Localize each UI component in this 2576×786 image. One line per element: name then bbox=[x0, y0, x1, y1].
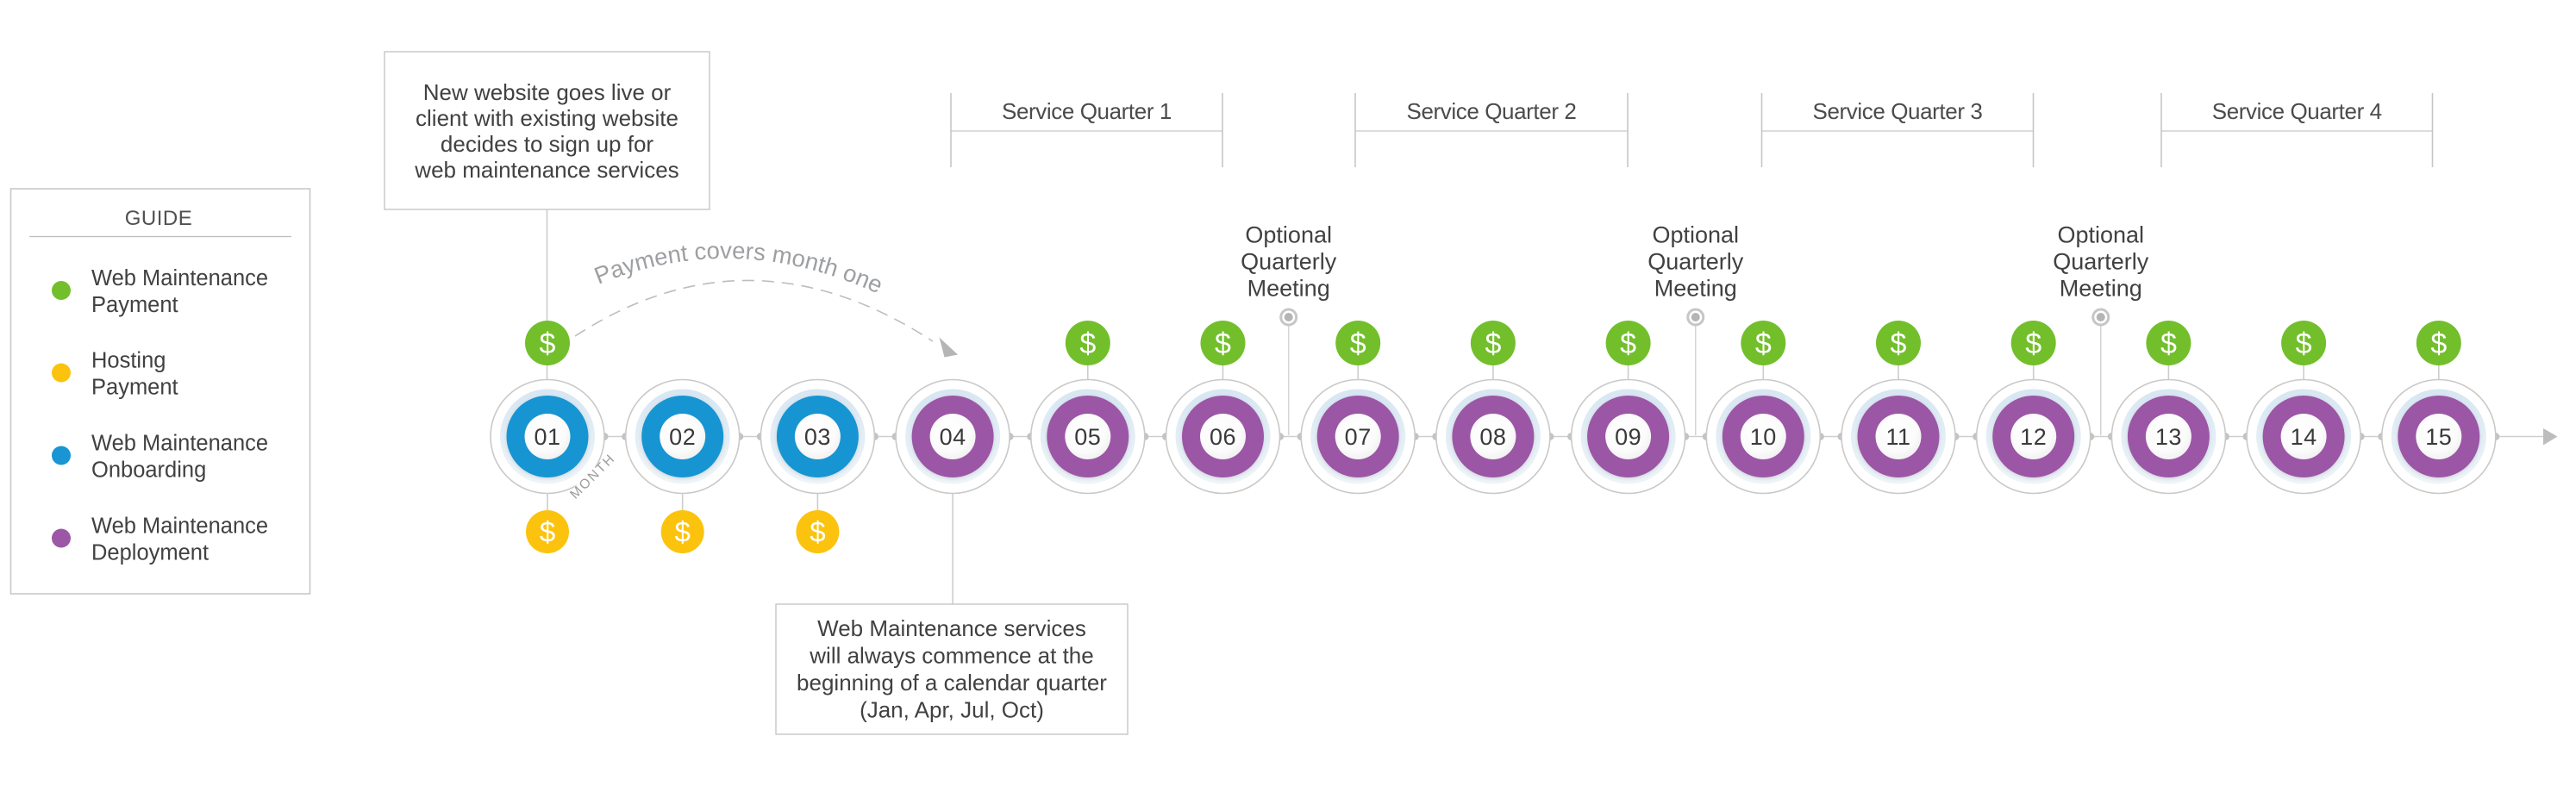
svg-text:Hosting: Hosting bbox=[91, 349, 166, 373]
svg-text:$: $ bbox=[1891, 328, 1907, 360]
svg-text:client with existing website: client with existing website bbox=[416, 105, 678, 131]
svg-text:$: $ bbox=[1755, 328, 1772, 360]
svg-text:$: $ bbox=[1079, 328, 1096, 360]
svg-text:11: 11 bbox=[1885, 424, 1910, 450]
svg-text:beginning of a calendar quarte: beginning of a calendar quarter bbox=[797, 670, 1107, 696]
svg-text:$: $ bbox=[540, 516, 555, 548]
svg-text:decides to sign up for: decides to sign up for bbox=[441, 131, 653, 157]
svg-text:Web Maintenance services: Web Maintenance services bbox=[817, 615, 1086, 641]
svg-text:Web Maintenance: Web Maintenance bbox=[91, 515, 268, 539]
svg-text:Quarterly: Quarterly bbox=[1241, 249, 1337, 275]
svg-text:$: $ bbox=[675, 516, 691, 548]
svg-text:Optional: Optional bbox=[2057, 222, 2144, 248]
svg-text:04: 04 bbox=[940, 424, 966, 450]
svg-text:Meeting: Meeting bbox=[1654, 276, 1737, 302]
svg-text:Quarterly: Quarterly bbox=[2053, 249, 2149, 275]
svg-text:Payment: Payment bbox=[91, 376, 178, 400]
svg-text:Optional: Optional bbox=[1652, 222, 1739, 248]
svg-text:08: 08 bbox=[1479, 424, 1506, 450]
svg-text:09: 09 bbox=[1615, 424, 1641, 450]
svg-text:12: 12 bbox=[2020, 424, 2047, 450]
svg-text:Service Quarter 2: Service Quarter 2 bbox=[1407, 98, 1577, 124]
svg-text:Quarterly: Quarterly bbox=[1648, 249, 1744, 275]
svg-text:GUIDE: GUIDE bbox=[125, 207, 193, 230]
svg-text:Payment: Payment bbox=[91, 293, 178, 317]
svg-text:Service Quarter 1: Service Quarter 1 bbox=[1002, 98, 1172, 124]
svg-text:$: $ bbox=[1485, 328, 1501, 360]
svg-text:05: 05 bbox=[1074, 424, 1101, 450]
svg-text:Deployment: Deployment bbox=[91, 541, 209, 565]
svg-text:web maintenance services: web maintenance services bbox=[414, 157, 678, 183]
svg-text:$: $ bbox=[1215, 328, 1231, 360]
svg-text:will always commence at the: will always commence at the bbox=[809, 643, 1093, 669]
svg-text:02: 02 bbox=[669, 424, 696, 450]
svg-text:$: $ bbox=[1350, 328, 1366, 360]
svg-text:07: 07 bbox=[1345, 424, 1372, 450]
svg-text:$: $ bbox=[2160, 328, 2177, 360]
svg-text:06: 06 bbox=[1210, 424, 1236, 450]
svg-text:(Jan, Apr, Jul, Oct): (Jan, Apr, Jul, Oct) bbox=[860, 697, 1044, 723]
svg-text:$: $ bbox=[2296, 328, 2312, 360]
svg-text:New website goes live or: New website goes live or bbox=[423, 79, 672, 105]
svg-text:Service Quarter 4: Service Quarter 4 bbox=[2212, 98, 2382, 124]
svg-text:13: 13 bbox=[2155, 424, 2182, 450]
svg-text:Web Maintenance: Web Maintenance bbox=[91, 432, 268, 456]
svg-text:15: 15 bbox=[2425, 424, 2452, 450]
svg-text:14: 14 bbox=[2291, 424, 2317, 450]
svg-text:$: $ bbox=[2025, 328, 2041, 360]
svg-text:10: 10 bbox=[1750, 424, 1777, 450]
svg-text:Meeting: Meeting bbox=[2060, 276, 2142, 302]
svg-text:$: $ bbox=[1620, 328, 1636, 360]
svg-text:Service Quarter 3: Service Quarter 3 bbox=[1813, 98, 1983, 124]
svg-text:$: $ bbox=[2430, 328, 2447, 360]
svg-text:Optional: Optional bbox=[1245, 222, 1332, 248]
svg-text:01: 01 bbox=[534, 424, 560, 450]
svg-text:$: $ bbox=[810, 516, 825, 548]
svg-text:$: $ bbox=[540, 328, 556, 360]
svg-text:03: 03 bbox=[804, 424, 831, 450]
svg-text:Web Maintenance: Web Maintenance bbox=[91, 266, 268, 290]
svg-text:Onboarding: Onboarding bbox=[91, 458, 206, 483]
svg-text:Meeting: Meeting bbox=[1247, 276, 1330, 302]
